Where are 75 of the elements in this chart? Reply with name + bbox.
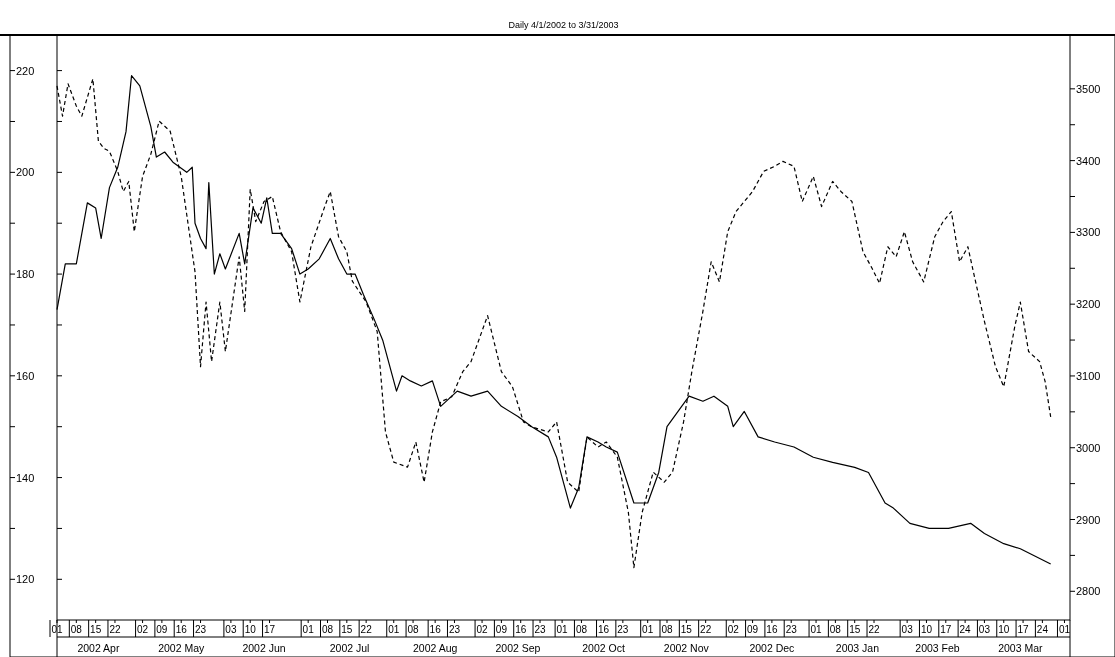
y2-tick-label: 3200	[1076, 298, 1101, 311]
x-tick-label: 16	[766, 624, 778, 635]
x-tick-label: 08	[661, 624, 674, 635]
y2-tick-label: 3300	[1076, 226, 1101, 239]
x-tick-label: 01	[302, 624, 315, 635]
x-tick-label: 15	[341, 624, 353, 635]
x-tick-label: 01	[51, 624, 63, 635]
y2-tick-label: 3000	[1076, 441, 1101, 454]
x-tick-label: 08	[575, 624, 588, 635]
x2-tick-label: 2002 Oct	[582, 642, 625, 654]
x2-tick-label: 2002 Dec	[749, 642, 795, 654]
x-tick-label: 22	[868, 624, 881, 635]
x2-tick-label: 2003 Feb	[915, 642, 960, 654]
x-tick-label: 15	[680, 624, 693, 635]
x-tick-label: 02	[476, 624, 489, 635]
x-tick-label: 08	[407, 624, 420, 635]
x-tick-label: 10	[244, 624, 257, 635]
x2-tick-label: 2002 Aug	[412, 642, 458, 654]
x2-tick-label: 2002 Jun	[242, 642, 286, 654]
x-tick-label: 22	[109, 624, 121, 635]
x-tick-label: 01	[642, 624, 654, 635]
x-tick-label: 17	[1017, 624, 1030, 635]
x-tick-label: 22	[360, 624, 373, 635]
x-tick-label: 01	[1058, 624, 1071, 635]
x-tick-label: 03	[901, 624, 914, 635]
x2-tick-label: 2003 Mar	[998, 642, 1043, 654]
x-tick-label: 08	[70, 624, 83, 635]
y2-tick-label: 3100	[1076, 369, 1101, 382]
y2-tick-label: 2900	[1076, 513, 1101, 526]
x-tick-label: 10	[998, 624, 1010, 635]
x-tick-label: 24	[959, 624, 972, 635]
x-tick-label: 02	[137, 624, 149, 635]
x-tick-label: 02	[727, 624, 740, 635]
y-tick-label: 180	[16, 268, 35, 281]
chart-title: Daily 4/1/2002 to 3/31/2003	[508, 20, 619, 30]
x-tick-label: 16	[429, 624, 442, 635]
x2-tick-label: 2002 Sep	[495, 642, 541, 654]
x-tick-label: 23	[617, 624, 629, 635]
x-tick-label: 08	[321, 624, 334, 635]
x-tick-label: 17	[263, 624, 276, 635]
x2-tick-label: 2002 Apr	[77, 642, 120, 654]
x-tick-label: 22	[700, 624, 712, 635]
x-tick-label: 09	[156, 624, 168, 635]
y2-tick-label: 3400	[1076, 154, 1101, 167]
y2-tick-label: 2800	[1076, 585, 1101, 598]
x-tick-label: 23	[448, 624, 461, 635]
x-tick-label: 16	[515, 624, 527, 635]
x2-tick-label: 2002 Nov	[663, 642, 710, 654]
x-tick-label: 03	[225, 624, 237, 635]
x-tick-label: 23	[534, 624, 547, 635]
x-tick-label: 09	[495, 624, 508, 635]
y-tick-label: 140	[16, 471, 35, 484]
x-tick-label: 24	[1036, 624, 1049, 635]
x-tick-label: 23	[785, 624, 798, 635]
x-tick-label: 23	[194, 624, 207, 635]
x-tick-label: 08	[829, 624, 842, 635]
x2-tick-label: 2002 Jul	[329, 642, 370, 654]
x-tick-label: 16	[597, 624, 610, 635]
x-tick-label: 17	[940, 624, 952, 635]
x-tick-label: 16	[175, 624, 188, 635]
x-tick-label: 15	[90, 624, 102, 635]
y-tick-label: 120	[16, 573, 35, 586]
x-tick-label: 15	[849, 624, 861, 635]
x-tick-label: 03	[978, 624, 991, 635]
x2-tick-label: 2003 Jan	[835, 642, 880, 654]
y-tick-label: 200	[16, 166, 35, 179]
x-tick-label: 01	[810, 624, 823, 635]
x2-tick-label: 2002 May	[158, 642, 206, 654]
y2-tick-label: 3500	[1076, 82, 1101, 95]
x-tick-label: 01	[556, 624, 569, 635]
x-tick-label: 10	[920, 624, 933, 635]
y-tick-label: 160	[16, 369, 35, 382]
x-tick-label: 09	[747, 624, 759, 635]
x-tick-label: 01	[388, 624, 400, 635]
y-tick-label: 220	[16, 64, 35, 77]
